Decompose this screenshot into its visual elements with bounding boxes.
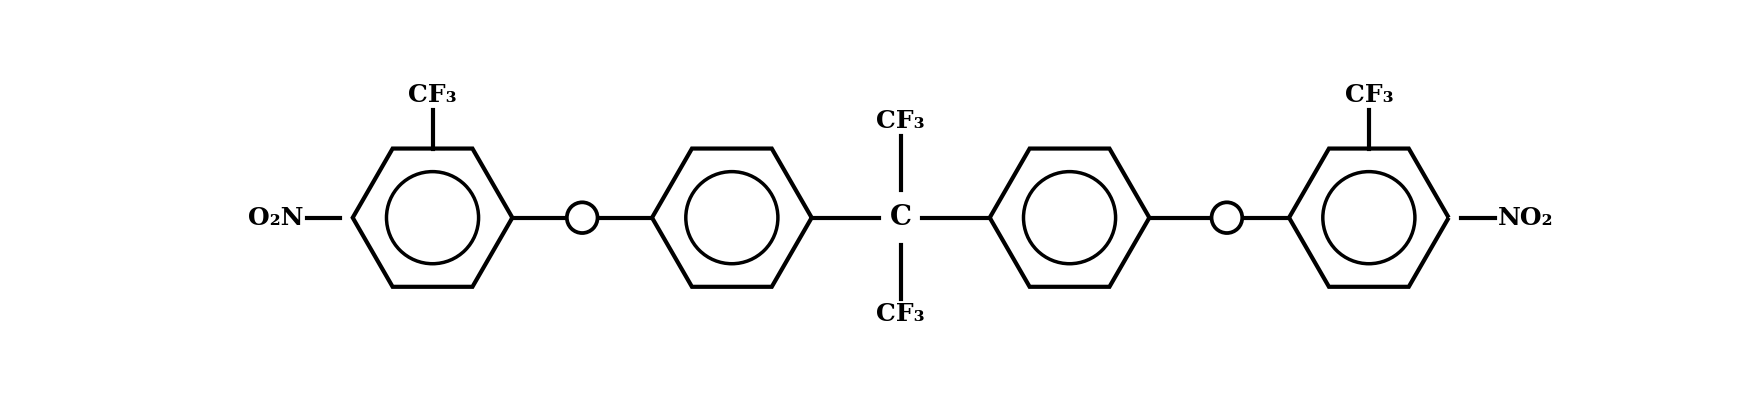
Circle shape	[1210, 202, 1242, 233]
Text: CF₃: CF₃	[409, 83, 457, 107]
Text: CF₃: CF₃	[876, 109, 925, 133]
Text: O₂N: O₂N	[249, 206, 303, 230]
Circle shape	[567, 202, 596, 233]
Text: CF₃: CF₃	[1344, 83, 1393, 107]
Text: NO₂: NO₂	[1497, 206, 1553, 230]
Text: CF₃: CF₃	[876, 302, 925, 326]
Text: C: C	[889, 204, 911, 231]
